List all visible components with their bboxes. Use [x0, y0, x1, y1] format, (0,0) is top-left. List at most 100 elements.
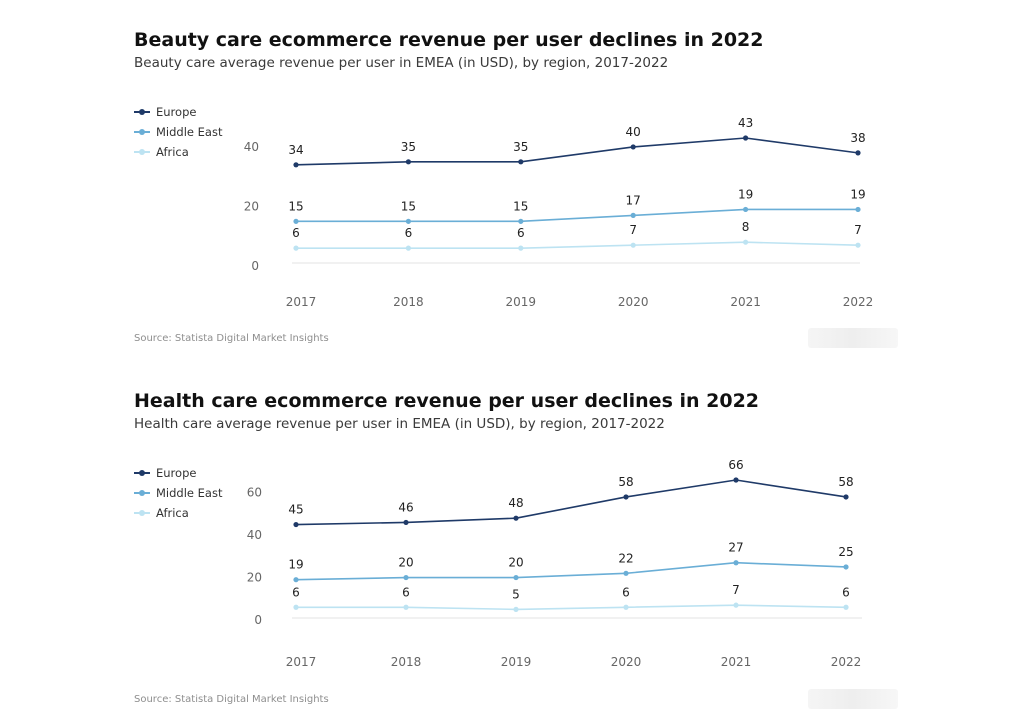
data-label-africa: 6 — [292, 585, 300, 599]
chart-subtitle: Health care average revenue per user in … — [134, 416, 665, 432]
line-chart-beauty: 0 20 40 2017 2018 2019 2020 2021 2022 34 35 35 40 43 3… — [244, 116, 874, 309]
data-label-africa: 6 — [402, 585, 410, 599]
data-label-africa: 6 — [622, 585, 630, 599]
data-label-africa: 6 — [842, 585, 850, 599]
chart-title: Beauty care ecommerce revenue per user d… — [134, 29, 764, 51]
x-tick-label: 2022 — [843, 295, 874, 309]
source-note: Source: Statista Digital Market Insights — [134, 333, 329, 344]
legend-label: Middle East — [156, 486, 223, 500]
data-label-middle-east: 20 — [398, 556, 413, 570]
data-point-africa — [855, 242, 861, 248]
data-point-africa — [293, 604, 299, 610]
x-tick-label: 2021 — [730, 295, 761, 309]
chart-panel-beauty: Beauty care ecommerce revenue per user d… — [134, 29, 898, 348]
legend-swatch-middle-east — [134, 488, 150, 498]
data-point-middle-east — [733, 560, 739, 566]
data-label-africa: 7 — [732, 583, 740, 597]
x-tick-label: 2020 — [618, 295, 649, 309]
data-label-africa: 6 — [517, 226, 525, 240]
chart-legend: Europe Middle East Africa — [134, 102, 222, 162]
data-label-africa: 5 — [512, 587, 520, 601]
y-tick-label: 60 — [247, 486, 262, 500]
data-point-africa — [405, 245, 411, 251]
legend-label: Europe — [156, 466, 197, 480]
series-line-africa — [296, 604, 847, 611]
data-label-europe: 66 — [728, 458, 743, 472]
legend-item-middle-east: Middle East — [134, 122, 222, 142]
data-point-middle-east — [623, 570, 629, 576]
legend-item-europe: Europe — [134, 102, 222, 122]
data-point-africa — [518, 245, 524, 251]
data-point-middle-east — [743, 206, 749, 213]
x-tick-label: 2017 — [286, 655, 317, 669]
data-label-africa: 8 — [742, 220, 750, 234]
data-label-africa: 6 — [405, 226, 413, 240]
statista-logo — [808, 689, 898, 709]
series-line-middle-east — [296, 208, 858, 223]
data-label-europe: 43 — [738, 116, 753, 130]
data-label-africa: 7 — [629, 223, 637, 237]
chart-subtitle: Beauty care average revenue per user in … — [134, 55, 669, 71]
data-label-europe: 48 — [508, 496, 523, 510]
series-line-middle-east — [295, 561, 847, 581]
legend-item-europe: Europe — [134, 463, 222, 483]
data-label-middle-east: 27 — [728, 541, 743, 555]
data-label-middle-east: 25 — [838, 545, 853, 559]
legend-swatch-africa — [134, 508, 150, 518]
data-label-middle-east: 15 — [513, 199, 528, 213]
legend-label: Middle East — [156, 125, 223, 139]
y-tick-label: 40 — [247, 528, 262, 542]
y-tick-label: 20 — [247, 571, 262, 585]
data-point-middle-east — [405, 218, 411, 224]
data-point-africa — [623, 604, 629, 610]
data-label-europe: 35 — [513, 140, 528, 154]
data-point-europe — [623, 494, 629, 500]
data-label-europe: 58 — [618, 475, 633, 489]
data-point-africa — [513, 606, 519, 612]
y-tick-label: 0 — [254, 613, 262, 627]
data-point-africa — [403, 604, 409, 610]
data-label-europe: 34 — [288, 143, 303, 157]
data-point-middle-east — [513, 574, 519, 581]
data-point-africa — [630, 242, 636, 248]
data-label-europe: 38 — [850, 131, 865, 145]
data-label-europe: 45 — [288, 503, 303, 517]
series-line-europe — [295, 479, 847, 526]
data-point-europe — [855, 150, 861, 156]
data-label-middle-east: 17 — [626, 193, 641, 207]
data-point-africa — [743, 239, 749, 245]
data-label-middle-east: 20 — [508, 556, 523, 570]
data-label-europe: 35 — [401, 140, 416, 154]
legend-label: Europe — [156, 105, 197, 119]
data-point-europe — [405, 159, 411, 165]
chart-panel-health: Health care ecommerce revenue per user d… — [0, 361, 1021, 723]
data-point-middle-east — [293, 218, 299, 224]
series-line-europe — [295, 137, 859, 166]
chart-title: Health care ecommerce revenue per user d… — [134, 390, 760, 412]
data-label-middle-east: 19 — [738, 187, 753, 201]
data-label-middle-east: 19 — [850, 187, 865, 201]
data-point-africa — [843, 604, 849, 610]
x-tick-label: 2018 — [393, 295, 424, 309]
x-tick-label: 2019 — [506, 295, 537, 309]
data-point-europe — [293, 521, 299, 528]
data-label-middle-east: 22 — [618, 551, 633, 565]
data-point-europe — [743, 135, 749, 141]
data-point-europe — [513, 515, 519, 521]
data-point-middle-east — [518, 218, 524, 224]
legend-swatch-europe — [134, 468, 150, 478]
source-note: Source: Statista Digital Market Insights — [134, 694, 329, 705]
legend-swatch-africa — [134, 147, 150, 157]
legend-swatch-middle-east — [134, 127, 150, 137]
data-label-africa: 7 — [854, 223, 862, 237]
data-point-europe — [843, 494, 849, 500]
x-tick-label: 2021 — [721, 655, 752, 669]
y-tick-label: 40 — [244, 140, 259, 154]
data-point-africa — [733, 602, 739, 608]
x-tick-label: 2022 — [831, 655, 862, 669]
data-label-europe: 46 — [398, 500, 413, 514]
data-point-middle-east — [843, 564, 849, 570]
data-label-middle-east: 15 — [288, 199, 303, 213]
data-label-europe: 58 — [838, 475, 853, 489]
